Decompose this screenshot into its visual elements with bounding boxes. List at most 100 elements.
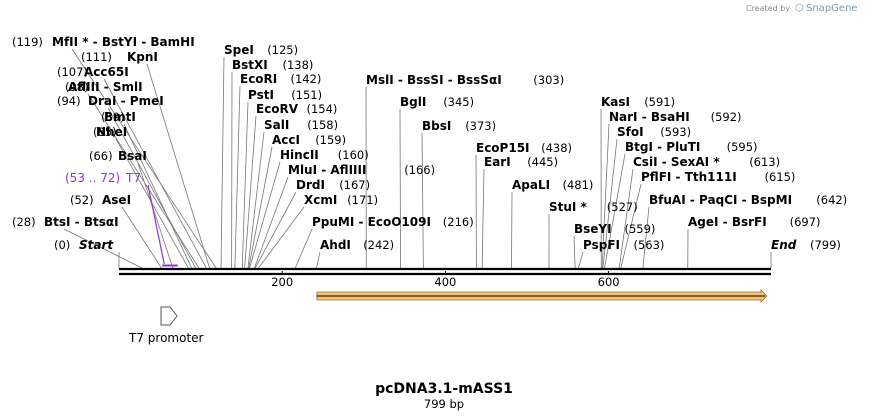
restriction-site[interactable]: (52) AseI [70, 193, 131, 207]
restriction-site[interactable]: MluI - AflIIII (166) [288, 163, 435, 177]
site-enzyme-name: SalI [264, 118, 289, 132]
site-position: (697) [790, 215, 821, 229]
site-enzyme-name: StuI * [549, 200, 588, 214]
site-enzyme-name: AccI [272, 133, 300, 147]
site-connector [254, 176, 289, 269]
site-enzyme-name: AhdI [320, 238, 351, 252]
restriction-site[interactable]: SalI (158) [264, 118, 338, 132]
restriction-site[interactable]: PpuMI - EcoO109I (216) [312, 215, 474, 229]
site-enzyme-name: BseYI [574, 222, 612, 236]
restriction-site[interactable]: MslI - BssSI - BssSαI (303) [366, 73, 564, 87]
restriction-site[interactable]: XcmI (171) [304, 193, 378, 207]
site-enzyme-name: MslI - BssSI - BssSαI [366, 73, 502, 87]
restriction-site[interactable]: BglI (345) [400, 95, 474, 109]
site-enzyme-name: PflFI - Tth111I [641, 170, 737, 184]
site-position: (111) [81, 50, 112, 64]
site-position: (52) [70, 193, 94, 207]
restriction-site[interactable]: SfoI (593) [617, 125, 691, 139]
site-enzyme-name: BfuAI - PaqCI - BspMI [649, 193, 792, 207]
restriction-site[interactable]: EcoRI (142) [240, 72, 321, 86]
restriction-site[interactable]: DrdI (167) [296, 178, 370, 192]
restriction-site[interactable]: EarI (445) [484, 155, 558, 169]
restriction-site[interactable]: KasI (591) [601, 95, 675, 109]
site-connector [107, 107, 197, 269]
site-enzyme-name: DrdI [296, 178, 325, 192]
restriction-site[interactable]: ApaLI (481) [512, 178, 593, 192]
site-position: (171) [347, 193, 378, 207]
site-enzyme-name: MfII * - BstYI - BamHI [52, 35, 195, 49]
site-position: (151) [291, 88, 322, 102]
site-position: (445) [527, 155, 558, 169]
restriction-site[interactable]: SpeI (125) [224, 43, 298, 57]
restriction-site[interactable]: (107)Acc65I [57, 65, 129, 79]
end-label: End [771, 238, 797, 252]
primer-name[interactable]: T7 [125, 171, 141, 185]
primer-t7: (53 .. 72) T7 [65, 171, 178, 267]
site-enzyme-name: BtsI - BtsαI [44, 215, 119, 229]
restriction-site[interactable]: PflFI - Tth111I (615) [641, 170, 795, 184]
site-position: (98) [65, 80, 89, 94]
restriction-site[interactable]: (94) DraI - PmeI [57, 94, 164, 108]
restriction-site[interactable]: BtgI - PluTI (595) [625, 140, 758, 154]
snapgene-logo-icon: ⬡ [795, 3, 804, 14]
site-position: (158) [307, 118, 338, 132]
site-enzyme-name: EcoP15I [476, 141, 530, 155]
promoter-arrow-icon[interactable] [160, 306, 178, 326]
site-enzyme-name: PpuMI - EcoO109I [312, 215, 431, 229]
site-connector [642, 206, 650, 269]
restriction-site[interactable]: EcoRV (154) [256, 102, 337, 116]
restriction-site[interactable]: (85)NheI [93, 125, 127, 139]
site-position: (216) [443, 215, 474, 229]
site-labels: (119) MfII * - BstYI - BamHI(111) KpnI(107… [12, 35, 847, 252]
restriction-site[interactable]: EcoP15I (438) [476, 141, 572, 155]
site-position: (559) [625, 222, 656, 236]
restriction-site[interactable]: (66) BsaI [89, 149, 147, 163]
site-enzyme-name: EcoRV [256, 102, 299, 116]
site-connector [123, 123, 192, 269]
restriction-site[interactable]: (111) KpnI [81, 50, 158, 64]
restriction-site[interactable]: StuI * (527) [549, 200, 638, 214]
restriction-site[interactable]: HincII (160) [280, 148, 369, 162]
site-enzyme-name: PstI [248, 88, 274, 102]
site-position: (242) [363, 238, 394, 252]
credit-prefix: Created by [746, 4, 790, 13]
restriction-site[interactable]: BstXI (138) [232, 58, 313, 72]
site-position: (154) [307, 102, 338, 116]
restriction-site[interactable]: NarI - BsaHI (592) [609, 110, 742, 124]
site-position: (142) [291, 72, 322, 86]
sequence-ends: (0) Start End (799) [54, 238, 841, 252]
site-enzyme-name: AseI [102, 193, 131, 207]
site-enzyme-name: KasI [601, 95, 630, 109]
site-connector [234, 85, 241, 269]
site-enzyme-name: AflIII - SmlI [68, 80, 143, 94]
restriction-site[interactable]: BfuAI - PaqCI - BspMI (642) [649, 193, 847, 207]
restriction-site[interactable]: (119) MfII * - BstYI - BamHI [12, 35, 195, 49]
restriction-site[interactable]: BseYI (559) [574, 222, 655, 236]
site-position: (592) [711, 110, 742, 124]
site-connector [258, 206, 305, 269]
restriction-site[interactable]: CsiI - SexAI * (613) [633, 155, 780, 169]
axis-tick-label: 200 [271, 275, 293, 289]
restriction-site[interactable]: (28) BtsI - BtsαI [12, 215, 119, 229]
feature-t7-promoter: T7 promoter [128, 306, 204, 345]
site-position: (119) [12, 35, 43, 49]
site-connector [244, 115, 257, 269]
restriction-site[interactable]: AgeI - BsrFI (697) [688, 215, 821, 229]
site-connector [241, 101, 249, 269]
site-enzyme-name: BstXI [232, 58, 268, 72]
site-enzyme-name: EarI [484, 155, 511, 169]
site-connector [399, 108, 401, 269]
site-position: (345) [443, 95, 474, 109]
restriction-site[interactable]: PstI (151) [248, 88, 322, 102]
restriction-site[interactable]: AccI (159) [272, 133, 346, 147]
site-connector [254, 191, 297, 269]
restriction-site[interactable]: AhdI (242) [320, 238, 394, 252]
restriction-site[interactable]: (89)BmtI [101, 110, 136, 124]
restriction-site[interactable]: PspFI (563) [583, 238, 664, 252]
axis-tick-label: 600 [598, 275, 620, 289]
site-position: (107) [57, 65, 88, 79]
restriction-site[interactable]: BbsI (373) [422, 119, 496, 133]
restriction-site[interactable]: (98)AflIII - SmlI [65, 80, 143, 94]
site-position: (138) [283, 58, 314, 72]
